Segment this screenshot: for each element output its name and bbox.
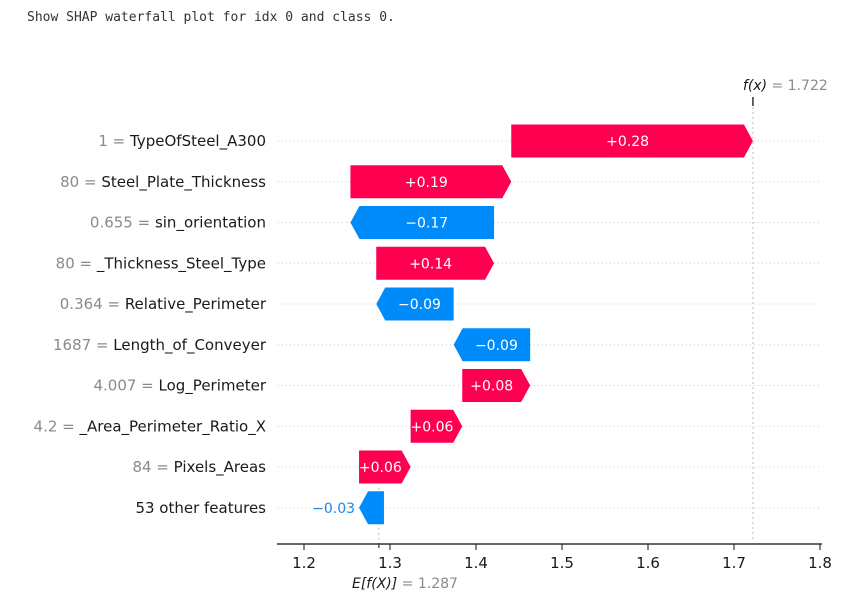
x-tick-label: 1.2 bbox=[292, 554, 316, 572]
feature-label: 84 = Pixels_Areas bbox=[132, 458, 266, 477]
bar-value-label: −0.09 bbox=[475, 338, 518, 354]
feature-label: 4.007 = Log_Perimeter bbox=[93, 377, 266, 396]
feature-label: 53 other features bbox=[135, 499, 266, 517]
prompt-text: Show SHAP waterfall plot for idx 0 and c… bbox=[27, 10, 395, 25]
bar-value-label: +0.19 bbox=[405, 175, 448, 191]
expected-value-label: E[f(X)] = 1.287 bbox=[352, 576, 458, 592]
x-tick-label: 1.7 bbox=[722, 554, 746, 572]
x-tick-label: 1.5 bbox=[550, 554, 574, 572]
x-tick-label: 1.8 bbox=[808, 554, 832, 572]
bar-value-label: +0.14 bbox=[409, 256, 452, 272]
bar-value-label: +0.28 bbox=[606, 134, 649, 150]
positive-contribution-bar bbox=[462, 369, 531, 402]
feature-label: 0.364 = Relative_Perimeter bbox=[60, 295, 267, 314]
negative-contribution-bar bbox=[376, 287, 454, 321]
positive-contribution-bar bbox=[359, 450, 411, 484]
negative-contribution-bar bbox=[350, 206, 495, 239]
feature-label: 1 = TypeOfSteel_A300 bbox=[98, 132, 266, 151]
feature-label: 0.655 = sin_orientation bbox=[90, 214, 266, 233]
bar-value-label: −0.17 bbox=[405, 216, 448, 232]
x-tick-label: 1.4 bbox=[464, 554, 488, 572]
positive-contribution-bar bbox=[410, 409, 463, 443]
feature-label: 4.2 = _Area_Perimeter_Ratio_X bbox=[34, 417, 266, 436]
positive-contribution-bar bbox=[511, 124, 753, 158]
negative-contribution-bar bbox=[453, 328, 531, 362]
bar-value-label: −0.03 bbox=[312, 501, 355, 517]
bar-value-label: +0.08 bbox=[470, 379, 513, 395]
negative-contribution-bar bbox=[359, 491, 384, 525]
x-tick-label: 1.6 bbox=[636, 554, 660, 572]
bar-value-label: +0.06 bbox=[359, 460, 402, 476]
positive-contribution-bar bbox=[350, 165, 512, 199]
fx-label: f(x) = 1.722 bbox=[743, 78, 828, 94]
bar-value-label: +0.06 bbox=[410, 419, 453, 435]
bar-layer bbox=[350, 124, 753, 525]
axis-layer: 1.2 1.3 1.4 1.5 1.6 1.7 1.8 E[f(X)] = 1.287 bbox=[277, 543, 832, 592]
feature-label: 80 = _Thickness_Steel_Type bbox=[56, 254, 266, 273]
feature-label: 80 = Steel_Plate_Thickness bbox=[60, 173, 266, 192]
positive-contribution-bar bbox=[376, 246, 495, 280]
x-tick-label: 1.3 bbox=[378, 554, 402, 572]
label-layer: f(x) = 1.722 +0.28 1 = TypeOfSteel_A300 +0.… bbox=[34, 78, 828, 517]
feature-label: 1687 = Length_of_Conveyer bbox=[53, 336, 267, 355]
bar-value-label: −0.09 bbox=[398, 297, 441, 313]
